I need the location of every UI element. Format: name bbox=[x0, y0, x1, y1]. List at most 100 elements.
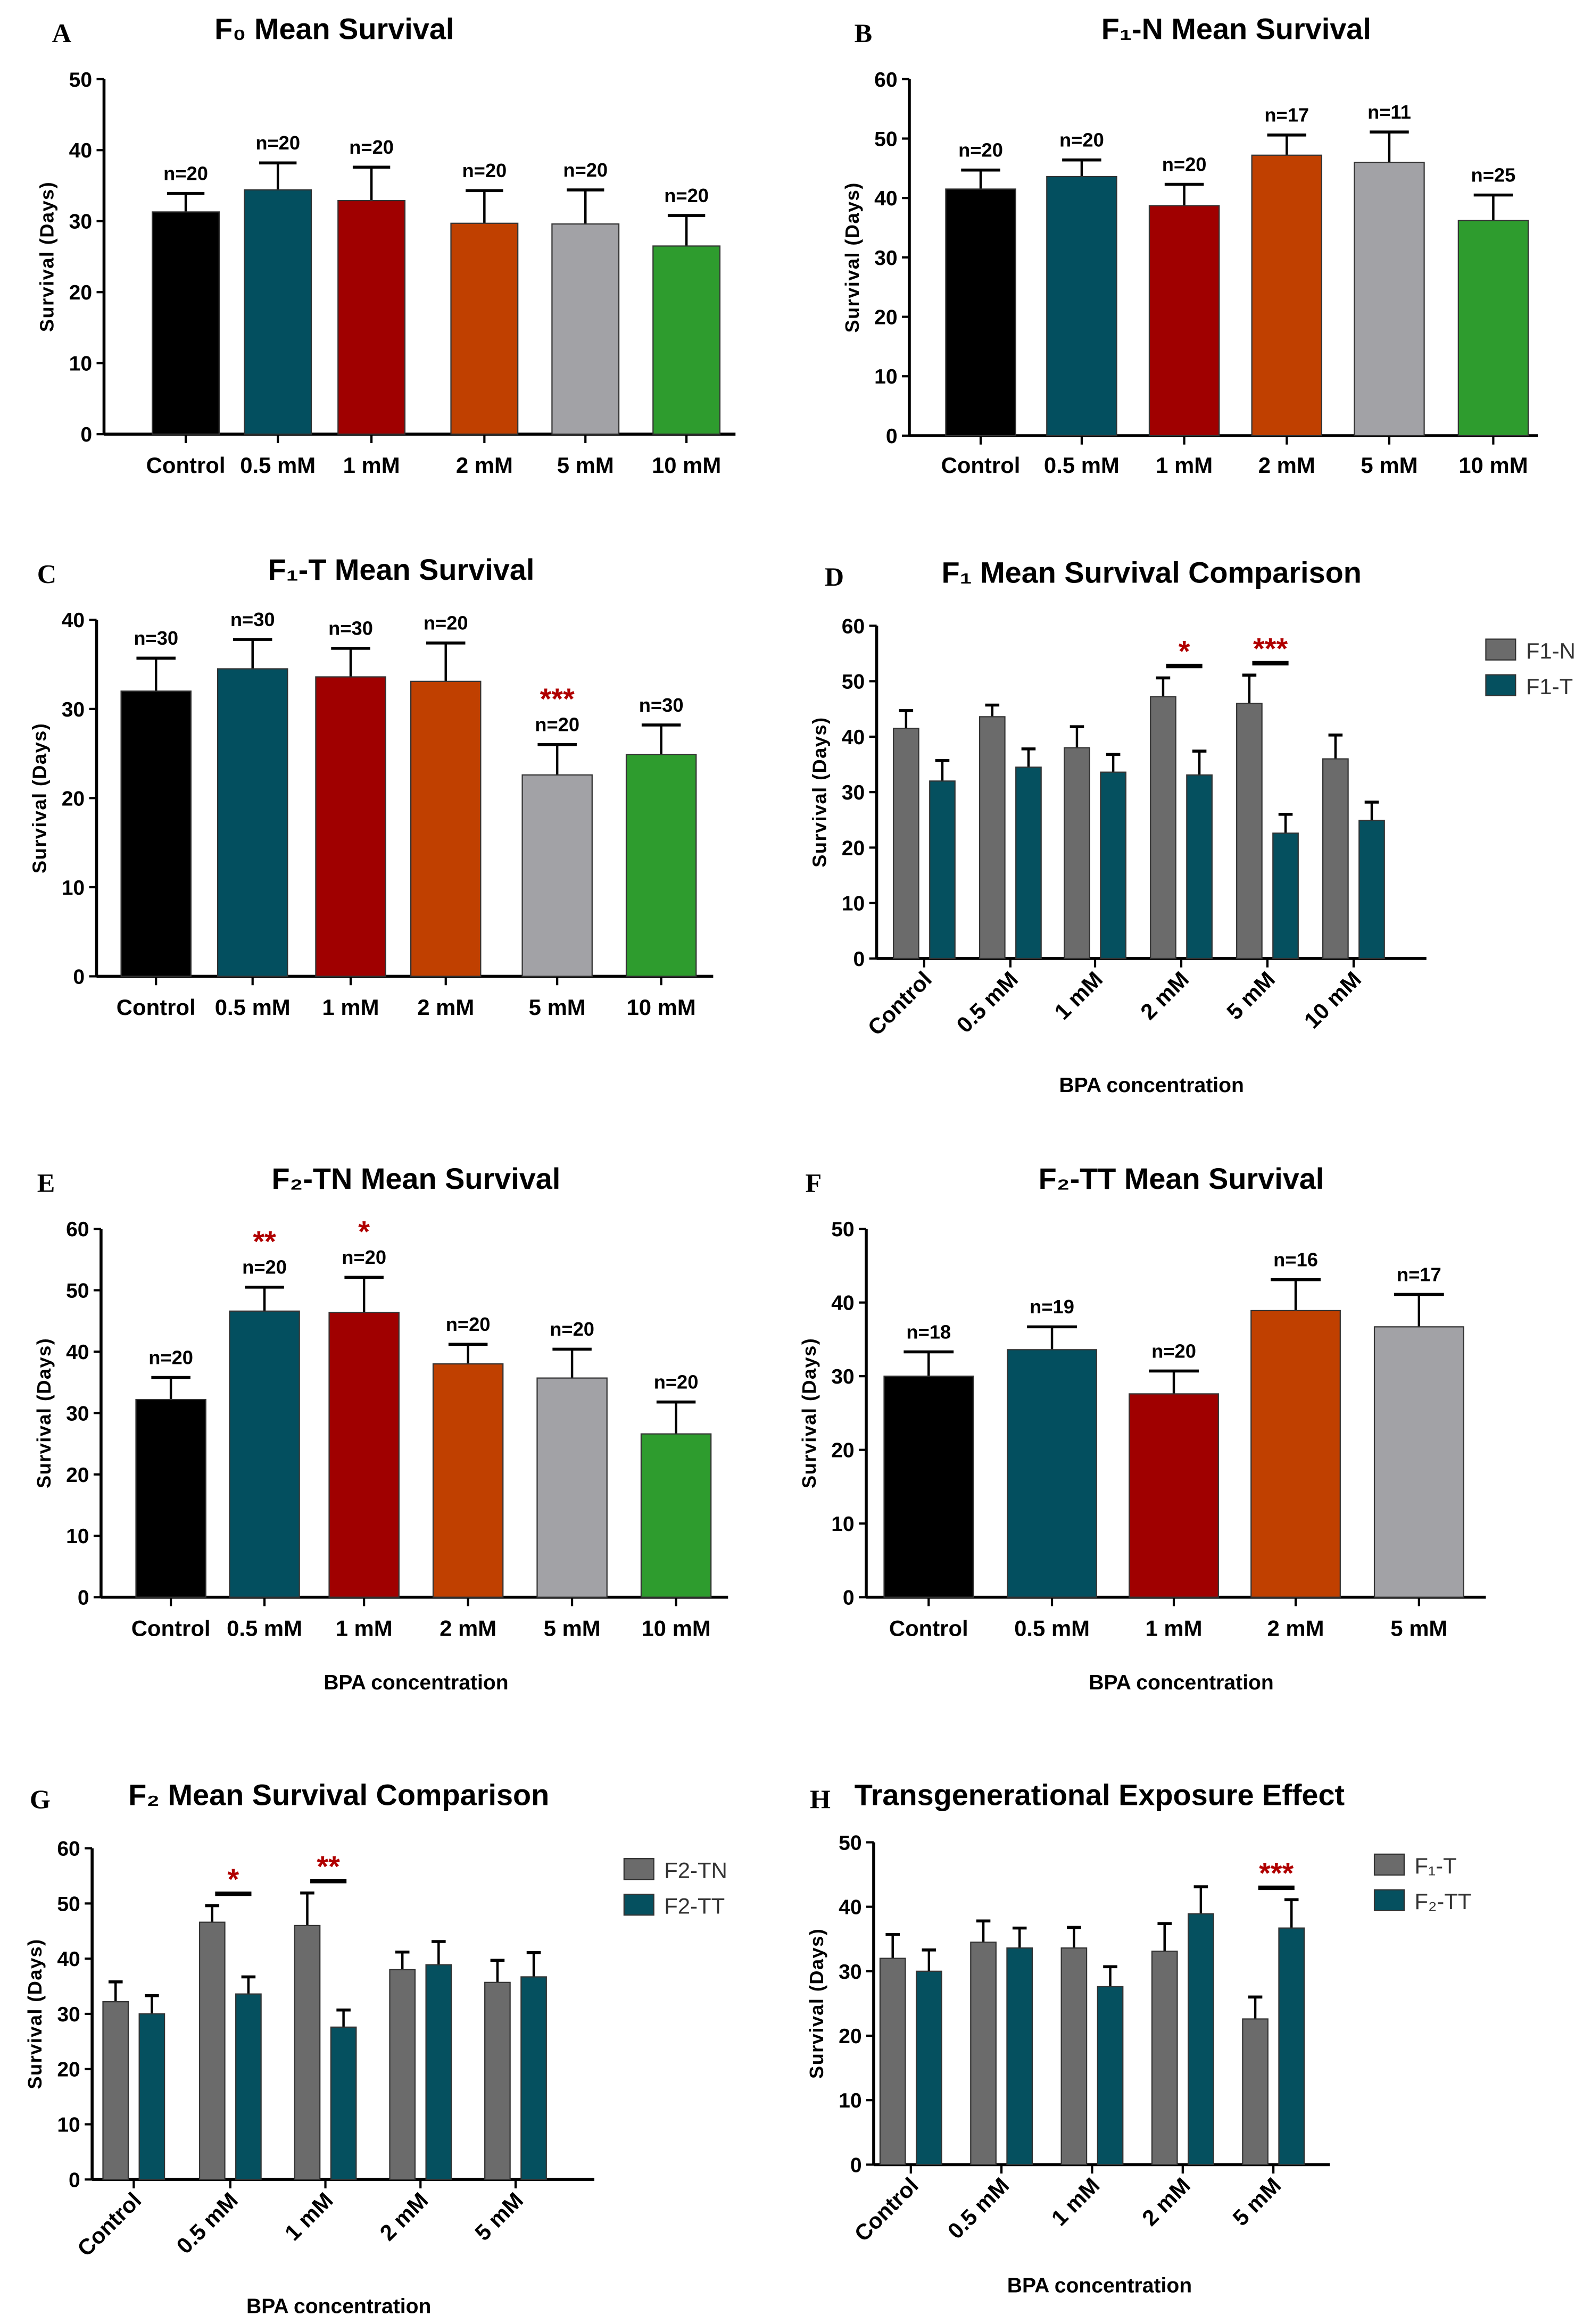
sample-size-label: n=16 bbox=[1273, 1249, 1318, 1271]
bar bbox=[410, 680, 482, 977]
y-tick-label: 40 bbox=[842, 726, 865, 749]
bar bbox=[536, 1377, 608, 1598]
sample-size-label: n=20 bbox=[255, 132, 300, 154]
chart-title: F₁-T Mean Survival bbox=[268, 553, 535, 586]
bar-series-1 bbox=[1236, 703, 1263, 960]
legend-label: F1-T bbox=[1526, 674, 1573, 699]
y-tick-label: 60 bbox=[57, 1838, 80, 1861]
x-tick-label: 1 mM bbox=[1156, 453, 1213, 478]
bar-series-1 bbox=[1151, 1951, 1178, 2165]
y-axis-label: Survival (Days) bbox=[798, 1338, 820, 1488]
sample-size-label: n=20 bbox=[563, 159, 608, 181]
chart-title: F₂-TT Mean Survival bbox=[1039, 1162, 1324, 1195]
sample-size-label: n=20 bbox=[163, 163, 208, 185]
chart-title: Transgenerational Exposure Effect bbox=[855, 1778, 1345, 1812]
sample-size-label: n=19 bbox=[1030, 1296, 1074, 1318]
y-tick-label: 10 bbox=[66, 1525, 89, 1548]
y-tick-label: 10 bbox=[69, 353, 92, 376]
x-tick-label: 2 mM bbox=[1137, 2172, 1195, 2230]
y-tick-label: 10 bbox=[62, 877, 85, 899]
bar bbox=[883, 1376, 974, 1598]
bar bbox=[432, 1363, 504, 1598]
bar-series-2 bbox=[330, 2026, 357, 2180]
bar-series-2 bbox=[1100, 771, 1126, 960]
y-tick-label: 60 bbox=[842, 615, 865, 638]
x-tick-label: 0.5 mM bbox=[943, 2172, 1014, 2244]
y-tick-label: 20 bbox=[839, 2025, 861, 2048]
y-tick-label: 40 bbox=[69, 139, 92, 162]
bar bbox=[135, 1398, 206, 1598]
bar bbox=[1046, 176, 1117, 437]
bar-series-2 bbox=[1278, 1927, 1305, 2165]
bar-series-2 bbox=[1188, 1913, 1214, 2165]
y-tick-label: 30 bbox=[57, 2003, 80, 2026]
bar-series-2 bbox=[235, 1993, 262, 2180]
legend-swatch bbox=[1373, 1853, 1405, 1876]
y-tick-label: 50 bbox=[57, 1893, 80, 1915]
significance-marker: * bbox=[358, 1214, 370, 1248]
bar bbox=[229, 1310, 300, 1598]
x-tick-label: Control bbox=[131, 1615, 211, 1640]
x-axis-label: BPA concentration bbox=[1089, 1671, 1273, 1694]
y-tick-label: 20 bbox=[874, 306, 897, 329]
y-tick-label: 30 bbox=[842, 781, 865, 804]
y-axis-label: Survival (Days) bbox=[36, 181, 58, 332]
significance-marker: * bbox=[228, 1862, 239, 1896]
legend-label: F₂-TT bbox=[1414, 1889, 1471, 1914]
y-tick-label: 40 bbox=[839, 1896, 861, 1919]
y-tick-label: 30 bbox=[66, 1402, 89, 1425]
y-tick-label: 60 bbox=[874, 69, 897, 91]
x-tick-label: 5 mM bbox=[557, 453, 614, 478]
x-tick-label: 1 mM bbox=[322, 995, 379, 1020]
x-tick-label: Control bbox=[146, 453, 226, 478]
x-tick-label: Control bbox=[889, 1615, 968, 1640]
bar-series-2 bbox=[1006, 1947, 1033, 2165]
x-tick-label: 5 mM bbox=[1228, 2172, 1286, 2230]
sample-size-label: n=20 bbox=[424, 612, 468, 634]
bar bbox=[1373, 1326, 1464, 1598]
y-tick-label: 20 bbox=[66, 1464, 89, 1487]
x-tick-label: Control bbox=[863, 967, 936, 1040]
y-tick-label: 0 bbox=[73, 965, 85, 988]
y-tick-label: 0 bbox=[69, 2169, 80, 2192]
panel-E: E F₂-TN Mean Survival 0 10 20 30 40 50 60 Surviva… bbox=[33, 1162, 728, 1694]
x-tick-label: 10 mM bbox=[1299, 967, 1366, 1033]
y-tick-label: 50 bbox=[69, 69, 92, 91]
sample-size-label: n=20 bbox=[1151, 1340, 1196, 1362]
sample-size-label: n=30 bbox=[328, 618, 373, 639]
y-tick-label: 0 bbox=[853, 948, 865, 971]
bar-series-2 bbox=[915, 1970, 942, 2165]
y-tick-label: 50 bbox=[66, 1280, 89, 1303]
panel-B: B F₁-N Mean Survival 0 10 20 30 40 50 60 Survival… bbox=[841, 12, 1538, 478]
bar bbox=[328, 1312, 400, 1598]
bar-series-1 bbox=[1322, 758, 1349, 960]
x-tick-label: 10 mM bbox=[652, 453, 721, 478]
panel-label: B bbox=[855, 18, 873, 48]
x-axis-label: BPA concentration bbox=[324, 1671, 508, 1694]
sample-size-label: n=20 bbox=[1059, 129, 1104, 151]
bar-series-1 bbox=[879, 1958, 906, 2165]
y-tick-label: 0 bbox=[850, 2154, 862, 2177]
y-tick-label: 60 bbox=[66, 1218, 89, 1241]
bar bbox=[315, 676, 386, 977]
y-tick-label: 30 bbox=[62, 698, 85, 721]
y-tick-label: 30 bbox=[839, 1961, 861, 1984]
panel-label: G bbox=[30, 1784, 51, 1814]
x-tick-label: 10 mM bbox=[1458, 453, 1528, 478]
x-tick-label: 0.5 mM bbox=[240, 453, 316, 478]
y-tick-label: 0 bbox=[843, 1587, 855, 1610]
sample-size-label: n=20 bbox=[342, 1246, 386, 1268]
bar bbox=[652, 245, 721, 435]
x-tick-label: 2 mM bbox=[375, 2187, 433, 2245]
legend-swatch bbox=[1485, 674, 1516, 696]
bar bbox=[521, 774, 593, 977]
bar-series-1 bbox=[1064, 747, 1090, 960]
bar bbox=[120, 690, 192, 977]
sample-size-label: n=20 bbox=[1162, 153, 1207, 175]
y-tick-label: 10 bbox=[842, 893, 865, 915]
y-tick-label: 10 bbox=[831, 1513, 854, 1536]
sample-size-label: n=20 bbox=[654, 1371, 699, 1393]
sample-size-label: n=20 bbox=[349, 136, 394, 158]
x-tick-label: Control bbox=[72, 2187, 146, 2261]
x-tick-label: 1 mM bbox=[336, 1615, 393, 1640]
